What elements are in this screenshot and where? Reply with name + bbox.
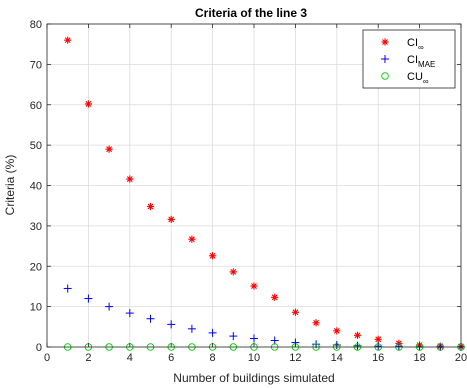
x-tick-label: 6	[168, 352, 174, 364]
ci_mae-point	[187, 324, 196, 333]
asterisk-stroke	[126, 176, 133, 182]
ci_mae-point	[125, 309, 134, 318]
ci_mae-point	[146, 314, 155, 323]
ci_inf-point	[333, 327, 341, 335]
x-tick-label: 18	[413, 352, 425, 364]
ci_mae-point	[63, 284, 72, 293]
asterisk-stroke	[375, 336, 382, 343]
y-tick-label: 0	[36, 342, 42, 354]
y-tick-label: 70	[30, 59, 42, 71]
ci_mae-point	[229, 332, 238, 341]
legend-marker-cu_inf	[381, 72, 389, 80]
ci_inf-point	[291, 308, 299, 316]
legend-label-ci_inf: CI∞	[407, 37, 424, 52]
legend-label-main: CI	[407, 37, 418, 49]
x-tick-label: 2	[85, 352, 91, 364]
x-tick-label: 4	[127, 352, 133, 364]
x-tick-label: 14	[331, 352, 343, 364]
x-tick-label: 16	[372, 352, 384, 364]
asterisk-stroke	[64, 37, 71, 44]
ci_mae-point	[167, 320, 176, 329]
legend-item-cu_inf: CU∞	[381, 71, 429, 86]
legend-marker-ci_inf	[381, 38, 389, 46]
asterisk-stroke	[85, 101, 92, 107]
legend-label-main: CU	[407, 71, 423, 83]
ci_inf-point	[188, 235, 196, 243]
axis-ticks: 0 2 4 6 8 10 12 14 16 18 20 0 10 20 30 40 50 60 70 80	[30, 19, 467, 364]
y-tick-label: 50	[30, 140, 42, 152]
asterisk-stroke	[168, 216, 175, 223]
ci_inf-point	[353, 331, 362, 339]
ci_inf-point	[126, 175, 134, 183]
x-tick-label: 0	[44, 352, 50, 364]
x-tick-label: 20	[455, 352, 467, 364]
ci_inf-point	[209, 252, 217, 260]
ci_inf-point	[64, 36, 72, 44]
asterisk-stroke	[230, 268, 237, 275]
ci_inf-point	[146, 202, 155, 211]
chart-title: Criteria of the line 3	[195, 6, 307, 20]
series-ci_mae	[63, 284, 465, 351]
asterisk-stroke	[354, 332, 361, 339]
y-tick-label: 40	[30, 181, 42, 193]
y-tick-label: 20	[30, 261, 42, 273]
y-tick-label: 10	[30, 302, 42, 314]
circle-stroke	[381, 72, 389, 80]
asterisk-stroke	[382, 39, 388, 45]
legend-box	[362, 29, 456, 89]
ci_inf-point	[271, 293, 279, 301]
y-tick-label: 80	[30, 19, 42, 31]
x-axis-label: Number of buildings simulated	[173, 371, 334, 385]
ci_inf-point	[229, 268, 237, 276]
asterisk-stroke	[106, 146, 113, 153]
y-tick-label: 60	[30, 100, 42, 112]
ci_mae-point	[353, 341, 362, 350]
asterisk-stroke	[292, 309, 299, 316]
legend-item-ci_inf: CI∞	[381, 37, 424, 52]
legend-label-main: CI	[407, 54, 418, 66]
asterisk-stroke	[313, 319, 320, 326]
asterisk-stroke	[147, 203, 154, 210]
ci_mae-point	[84, 294, 93, 303]
legend-label-sub: ∞	[418, 43, 424, 52]
ci_inf-point	[250, 282, 258, 290]
series-ci_inf	[64, 36, 465, 351]
ci_inf-point	[312, 319, 320, 327]
ci_mae-point	[270, 336, 279, 345]
legend-item-ci_mae: CIMAE	[381, 54, 435, 69]
legend-marker-ci_mae	[381, 55, 389, 63]
x-tick-label: 8	[210, 352, 216, 364]
ci_mae-point	[105, 302, 114, 311]
asterisk-stroke	[333, 327, 340, 334]
ci_mae-point	[250, 334, 258, 343]
y-tick-label: 30	[30, 221, 42, 233]
ci_inf-point	[105, 145, 113, 153]
x-tick-label: 10	[248, 352, 260, 364]
legend-label-sub: ∞	[423, 77, 429, 86]
asterisk-stroke	[188, 236, 195, 243]
asterisk-stroke	[271, 294, 278, 301]
y-axis-label: Criteria (%)	[3, 155, 17, 216]
ci_mae-point	[208, 328, 217, 337]
asterisk-stroke	[209, 252, 216, 259]
x-tick-label: 12	[289, 352, 301, 364]
ci_inf-point	[167, 215, 175, 224]
legend-label-ci_mae: CIMAE	[407, 54, 435, 69]
legend-label-cu_inf: CU∞	[407, 71, 429, 86]
asterisk-stroke	[251, 283, 257, 289]
ci_inf-point	[374, 335, 382, 343]
ci_inf-point	[84, 100, 92, 108]
legend-label-sub: MAE	[418, 60, 435, 69]
